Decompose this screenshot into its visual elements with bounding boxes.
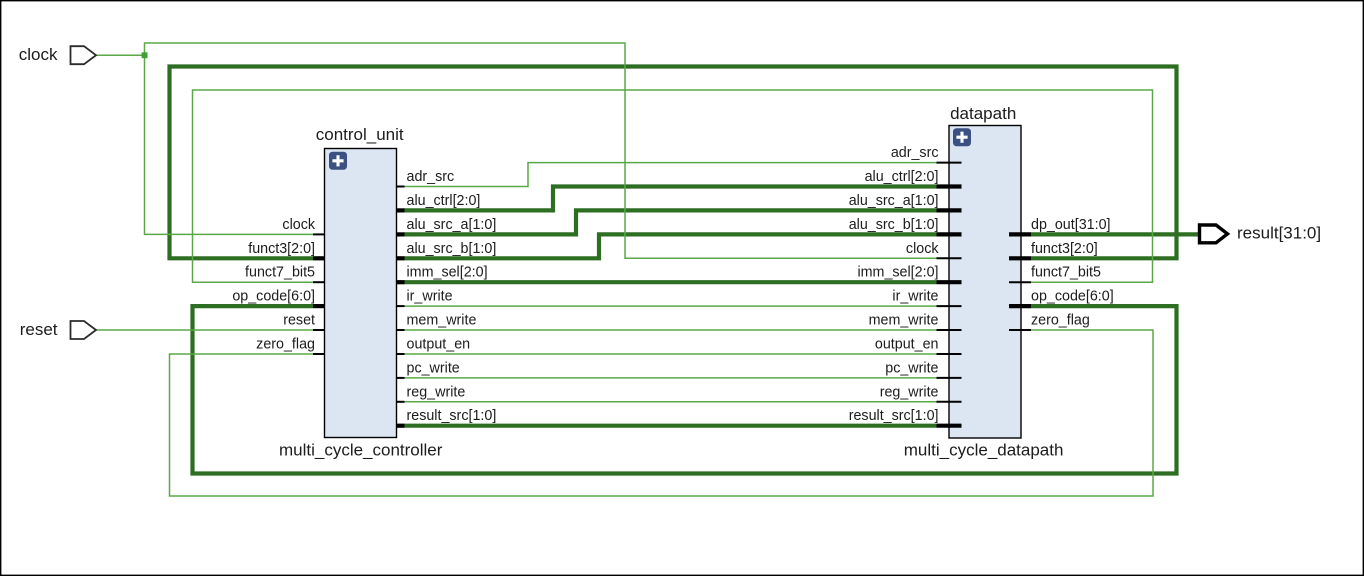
svg-text:reset: reset — [20, 320, 58, 339]
svg-text:mem_write: mem_write — [407, 313, 477, 329]
svg-text:reg_write: reg_write — [880, 384, 939, 400]
svg-text:funct3[2:0]: funct3[2:0] — [248, 241, 315, 257]
svg-text:imm_sel[2:0]: imm_sel[2:0] — [857, 265, 938, 281]
svg-text:pc_write: pc_write — [885, 360, 938, 376]
svg-text:ir_write: ir_write — [407, 289, 453, 305]
svg-text:ir_write: ir_write — [892, 289, 938, 305]
svg-text:reg_write: reg_write — [407, 384, 466, 400]
svg-text:alu_src_b[1:0]: alu_src_b[1:0] — [849, 217, 939, 233]
svg-text:result_src[1:0]: result_src[1:0] — [407, 408, 497, 424]
svg-text:adr_src: adr_src — [891, 145, 939, 161]
svg-text:pc_write: pc_write — [407, 360, 460, 376]
svg-text:clock: clock — [282, 217, 315, 233]
svg-text:multi_cycle_datapath: multi_cycle_datapath — [904, 441, 1064, 460]
svg-text:alu_src_a[1:0]: alu_src_a[1:0] — [407, 217, 497, 233]
svg-text:alu_ctrl[2:0]: alu_ctrl[2:0] — [865, 169, 939, 185]
svg-text:op_code[6:0]: op_code[6:0] — [232, 289, 315, 305]
svg-text:multi_cycle_controller: multi_cycle_controller — [279, 441, 443, 460]
svg-text:zero_flag: zero_flag — [256, 337, 315, 353]
svg-text:funct7_bit5: funct7_bit5 — [245, 265, 315, 281]
svg-text:alu_src_a[1:0]: alu_src_a[1:0] — [849, 193, 939, 209]
svg-text:mem_write: mem_write — [869, 313, 939, 329]
svg-text:adr_src: adr_src — [407, 169, 455, 185]
svg-text:zero_flag: zero_flag — [1031, 313, 1090, 329]
svg-text:alu_ctrl[2:0]: alu_ctrl[2:0] — [407, 193, 481, 209]
svg-text:clock: clock — [906, 241, 939, 257]
svg-text:op_code[6:0]: op_code[6:0] — [1031, 289, 1114, 305]
svg-text:alu_src_b[1:0]: alu_src_b[1:0] — [407, 241, 497, 257]
svg-text:datapath: datapath — [950, 104, 1016, 123]
svg-text:funct7_bit5: funct7_bit5 — [1031, 265, 1101, 281]
svg-text:clock: clock — [19, 45, 58, 64]
svg-text:result_src[1:0]: result_src[1:0] — [849, 408, 939, 424]
svg-text:control_unit: control_unit — [316, 125, 404, 144]
svg-text:dp_out[31:0]: dp_out[31:0] — [1031, 217, 1111, 233]
svg-text:result[31:0]: result[31:0] — [1237, 224, 1321, 243]
svg-text:reset: reset — [283, 313, 315, 329]
svg-text:output_en: output_en — [875, 337, 939, 353]
svg-text:output_en: output_en — [407, 337, 471, 353]
svg-text:funct3[2:0]: funct3[2:0] — [1031, 241, 1098, 257]
svg-text:imm_sel[2:0]: imm_sel[2:0] — [407, 265, 488, 281]
